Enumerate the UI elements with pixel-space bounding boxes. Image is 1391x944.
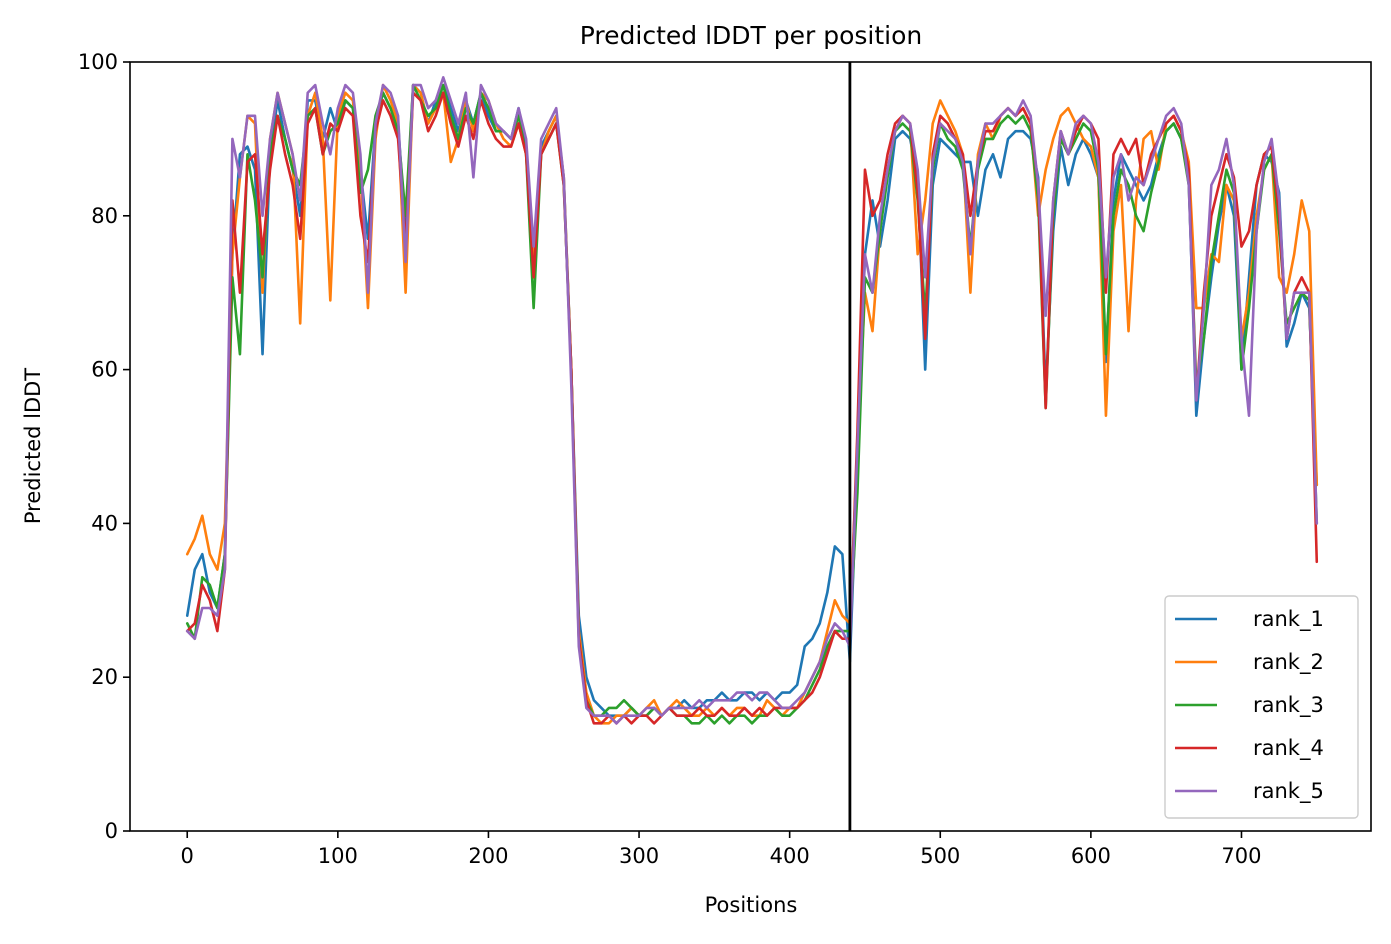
y-tick-label: 60 bbox=[91, 358, 118, 382]
series-lines bbox=[185, 62, 1319, 831]
y-tick-label: 80 bbox=[91, 204, 118, 228]
chart-title: Predicted lDDT per position bbox=[580, 21, 922, 50]
y-tick-label: 40 bbox=[91, 511, 118, 535]
y-tick-label: 0 bbox=[105, 819, 118, 843]
series-line-rank_4 bbox=[185, 91, 1319, 725]
x-tick-label: 600 bbox=[1071, 844, 1111, 868]
x-tick-label: 400 bbox=[770, 844, 810, 868]
series-line-rank_5 bbox=[185, 76, 1319, 725]
x-tick-label: 0 bbox=[181, 844, 194, 868]
axes: 0 100 200 300 400 500 600 700 0 20 40 60 80 100 bbox=[78, 50, 1372, 868]
x-tick-label: 500 bbox=[920, 844, 960, 868]
legend-label-rank_1: rank_1 bbox=[1253, 607, 1324, 632]
y-tick-label: 100 bbox=[78, 50, 118, 74]
x-tick-label: 300 bbox=[619, 844, 659, 868]
x-axis-label: Positions bbox=[705, 893, 798, 917]
y-axis-label: Predicted lDDT bbox=[21, 368, 45, 524]
series-line-rank_3 bbox=[185, 83, 1319, 725]
legend: rank_1 rank_2 rank_3 rank_4 rank_5 bbox=[1164, 595, 1359, 819]
legend-label-rank_3: rank_3 bbox=[1253, 693, 1324, 718]
legend-label-rank_2: rank_2 bbox=[1253, 650, 1324, 675]
x-tick-label: 100 bbox=[318, 844, 358, 868]
x-tick-label: 200 bbox=[468, 844, 508, 868]
legend-label-rank_5: rank_5 bbox=[1253, 779, 1324, 804]
legend-box bbox=[1164, 595, 1359, 819]
legend-label-rank_4: rank_4 bbox=[1253, 736, 1324, 761]
y-tick-label: 20 bbox=[91, 665, 118, 689]
x-tick-label: 700 bbox=[1221, 844, 1261, 868]
plot-frame bbox=[129, 61, 1372, 832]
